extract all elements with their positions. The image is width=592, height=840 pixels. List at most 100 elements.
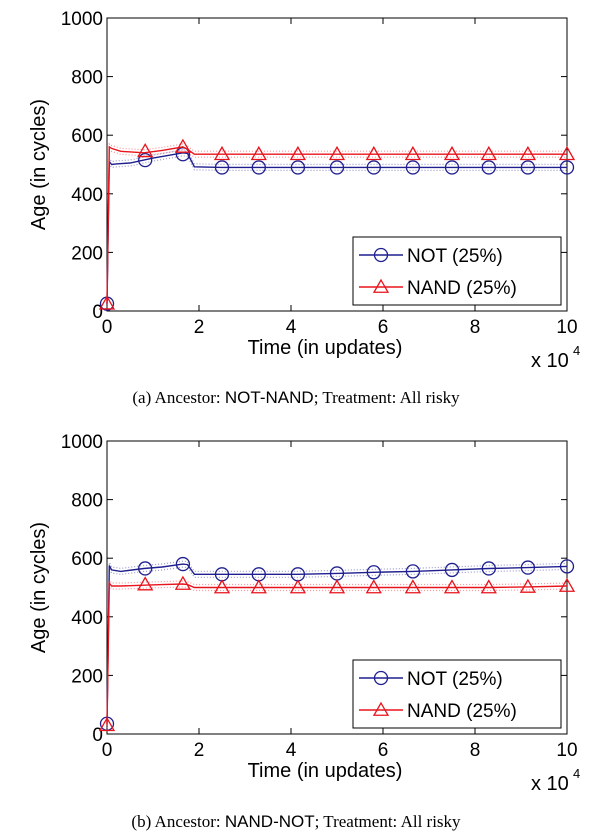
x-tick-label: 10 xyxy=(556,740,577,761)
caption-a-prefix: (a) Ancestor: xyxy=(132,388,225,407)
caption-a-ancestor: NOT-NAND xyxy=(224,388,314,407)
data-point-triangle xyxy=(137,143,154,158)
series-line xyxy=(106,152,567,304)
data-point-triangle xyxy=(174,138,192,153)
data-point-triangle xyxy=(365,579,382,594)
data-point-triangle xyxy=(519,578,537,593)
data-point-circle xyxy=(559,559,575,574)
y-axis-label: Age (in cycles) xyxy=(28,522,50,653)
caption-b-ancestor: NAND-NOT xyxy=(224,812,315,831)
x-multiplier-exponent: 4 xyxy=(573,766,580,781)
plot-frame xyxy=(106,17,568,312)
chart-panel-a: 0 200 400 600 800 1000 0 2 4 6 8 10 Time (in updates… xyxy=(0,9,592,408)
chart-b: 0 200 400 600 800 1000 0 2 4 6 8 10 Time (in updates… xyxy=(28,432,580,795)
data-point-circle xyxy=(520,160,536,175)
data-point-triangle xyxy=(174,575,192,590)
x-tick-label: 10 xyxy=(556,317,577,338)
series-band xyxy=(106,148,567,307)
legend-label: NOT (25%) xyxy=(407,246,503,267)
data-point-triangle xyxy=(558,577,576,592)
data-point-circle xyxy=(175,556,191,572)
y-tick-label: 0 xyxy=(92,302,103,323)
caption-b-suffix: ; Treatment: All risky xyxy=(314,812,461,831)
legend-marker-circle xyxy=(373,670,389,686)
y-tick-label: 200 xyxy=(71,243,103,264)
data-point-triangle xyxy=(289,579,307,594)
data-point-triangle xyxy=(558,145,576,161)
series-band xyxy=(106,155,567,307)
legend-box xyxy=(352,236,562,306)
data-point-triangle xyxy=(519,145,537,161)
data-point-triangle xyxy=(137,576,154,591)
data-point-circle xyxy=(405,160,421,175)
data-point-triangle xyxy=(480,579,497,594)
x-tick-label: 2 xyxy=(194,740,205,761)
legend-label: NAND (25%) xyxy=(407,278,517,299)
y-tick-label: 800 xyxy=(71,68,103,89)
data-point-triangle xyxy=(328,145,346,161)
data-point-triangle xyxy=(289,145,307,161)
caption-a: (a) Ancestor: NOT-NAND; Treatment: All r… xyxy=(0,388,592,408)
series-line xyxy=(106,563,568,724)
chart-a: 0 200 400 600 800 1000 0 2 4 6 8 10 Time (in updates… xyxy=(28,9,580,372)
x-tick-label: 4 xyxy=(286,740,297,761)
series-band xyxy=(106,142,567,301)
x-tick-label: 0 xyxy=(102,740,113,761)
x-multiplier-exponent: 4 xyxy=(573,343,580,358)
x-tick-label: 4 xyxy=(286,317,297,338)
data-point-circle xyxy=(290,160,306,175)
y-tick-label: 200 xyxy=(71,666,103,687)
x-tick-label: 2 xyxy=(194,317,205,338)
y-axis-label: Age (in cycles) xyxy=(28,99,50,230)
data-point-circle xyxy=(138,561,153,576)
data-point-triangle xyxy=(98,295,116,310)
caption-b-prefix: (b) Ancestor: xyxy=(131,812,225,831)
legend-box xyxy=(352,659,562,729)
y-tick-label: 600 xyxy=(71,549,103,570)
x-tick-label: 6 xyxy=(378,317,389,338)
x-tick-label: 0 xyxy=(102,317,113,338)
series-line xyxy=(106,581,568,726)
legend-marker-circle xyxy=(373,247,389,263)
data-point-triangle xyxy=(443,579,461,594)
series-band xyxy=(106,578,568,723)
chart-panel-b: 0 200 400 600 800 1000 0 2 4 6 8 10 Time (in updates… xyxy=(0,420,592,840)
data-point-circle xyxy=(520,560,536,575)
legend-label: NOT (25%) xyxy=(407,669,503,690)
data-point-triangle xyxy=(213,579,231,594)
legend-label: NAND (25%) xyxy=(407,701,517,722)
y-tick-label: 0 xyxy=(92,725,103,746)
x-tick-label: 8 xyxy=(470,317,481,338)
data-point-circle xyxy=(444,562,460,578)
caption-a-suffix: ; Treatment: All risky xyxy=(313,388,460,407)
data-point-circle xyxy=(559,160,575,175)
x-tick-label: 8 xyxy=(470,740,481,761)
series-band xyxy=(106,566,568,727)
plot-frame xyxy=(106,440,568,735)
x-multiplier: x 10 xyxy=(531,350,569,372)
data-point-triangle xyxy=(98,716,116,732)
x-tick-label: 6 xyxy=(378,740,389,761)
data-point-triangle xyxy=(250,579,267,594)
x-axis-label: Time (in updates) xyxy=(248,337,403,359)
x-multiplier: x 10 xyxy=(531,773,569,795)
data-point-circle xyxy=(214,160,230,175)
y-tick-label: 1000 xyxy=(61,432,103,453)
data-point-triangle xyxy=(365,145,382,161)
data-point-circle xyxy=(329,160,345,175)
data-point-circle xyxy=(138,152,153,168)
y-tick-label: 400 xyxy=(71,185,103,206)
legend-marker-triangle xyxy=(372,278,390,293)
data-point-triangle xyxy=(213,145,231,161)
caption-b: (b) Ancestor: NAND-NOT; Treatment: All r… xyxy=(0,812,592,832)
series-band xyxy=(106,584,568,729)
data-point-circle xyxy=(366,565,381,580)
data-point-triangle xyxy=(404,579,422,594)
series-band xyxy=(106,149,567,301)
data-point-circle xyxy=(481,160,496,175)
data-point-triangle xyxy=(250,145,267,161)
data-point-circle xyxy=(366,160,381,175)
x-axis-label: Time (in updates) xyxy=(248,760,403,782)
data-point-triangle xyxy=(328,579,346,594)
data-point-circle xyxy=(175,147,191,162)
